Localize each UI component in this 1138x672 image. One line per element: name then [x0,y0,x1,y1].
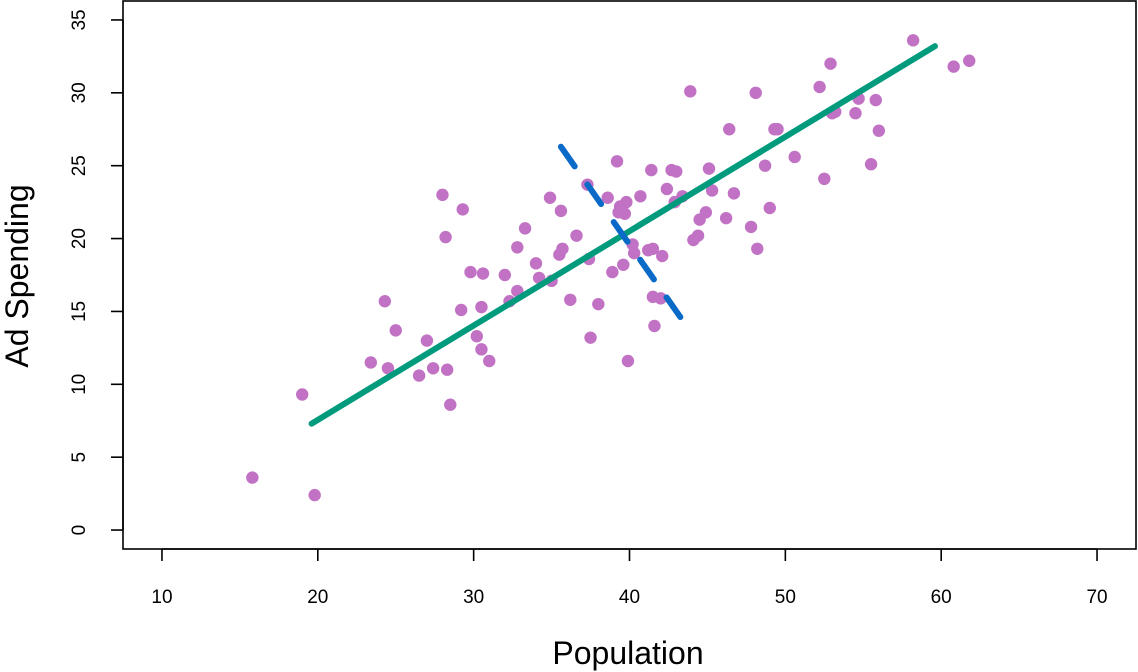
data-point [606,265,619,279]
data-point [440,363,454,376]
data-point [592,297,605,311]
y-tick-label: 10 [69,374,90,395]
data-point [771,123,784,136]
data-point [556,242,569,255]
data-point [872,124,886,137]
data-point [723,123,736,136]
data-point [660,182,674,196]
y-tick-label: 25 [69,155,90,176]
data-points [246,34,976,502]
data-point [554,204,568,218]
data-point [584,331,597,344]
data-point [617,258,630,271]
principal-component-line [557,143,689,328]
data-point [420,334,434,347]
data-point [645,163,658,177]
data-point [702,162,716,175]
data-point [610,155,624,168]
data-point [454,303,468,317]
data-point [813,80,826,94]
data-point [470,330,483,343]
data-point [654,292,667,305]
data-point [864,158,878,171]
fit-lines [308,43,938,427]
y-axis-title: Ad Spending [0,184,35,367]
data-point [464,265,477,279]
data-point [699,206,713,219]
data-point [620,195,633,209]
y-axis: 0 5 10 15 20 25 30 35 [69,9,124,536]
x-tick-label: 30 [463,587,484,608]
y-tick-label: 5 [69,452,90,463]
data-point [570,229,583,242]
data-point [456,203,469,216]
data-point [818,172,831,186]
x-tick-label: 60 [931,587,952,608]
data-point [744,220,758,234]
data-point [543,191,557,204]
data-point [788,150,801,164]
data-point [869,93,882,107]
x-tick-label: 70 [1086,587,1107,608]
data-point [378,295,392,308]
y-tick-label: 0 [69,525,90,536]
data-point [444,398,457,411]
data-point [824,57,837,70]
data-point [646,242,660,255]
x-tick-label: 50 [775,587,796,608]
y-tick-label: 35 [69,9,90,30]
data-point [511,241,524,254]
data-point [412,369,426,382]
x-tick-label: 10 [151,587,172,608]
data-point [634,190,647,203]
data-point [518,222,532,235]
data-point [849,107,862,120]
data-point [684,85,697,98]
y-tick-label: 30 [69,82,90,103]
y-tick-label: 20 [69,228,90,249]
data-point [364,356,377,369]
data-point [529,257,543,270]
data-point [621,354,635,368]
data-point [498,268,512,282]
data-point [296,388,309,401]
data-point [389,324,402,337]
data-point [601,191,614,204]
data-point [656,249,669,263]
data-point [670,165,683,178]
data-point [483,354,496,368]
data-point [705,184,719,197]
data-point [906,34,920,47]
data-point [749,86,762,100]
data-point [963,54,976,67]
data-point [308,488,321,502]
data-point [627,246,641,260]
x-axis-title: Population [552,635,703,671]
data-point [439,230,452,244]
data-point [564,293,577,306]
data-point [727,187,741,200]
data-point [475,343,488,356]
data-point [426,362,440,375]
y-tick-label: 15 [69,301,90,322]
data-point [618,207,632,220]
data-point [648,319,661,333]
data-point [476,267,490,280]
data-point [475,300,488,314]
plot-frame [122,0,1137,550]
data-point [947,60,960,73]
data-point [758,159,772,172]
data-point [246,471,259,484]
data-point [719,211,733,225]
data-point [751,242,764,255]
x-tick-label: 20 [307,587,328,608]
data-point [691,229,705,242]
data-point [381,362,395,375]
x-tick-label: 40 [619,587,640,608]
data-point [436,188,449,202]
x-axis: 10 20 30 40 50 60 70 [151,548,1108,608]
data-point [763,201,776,215]
